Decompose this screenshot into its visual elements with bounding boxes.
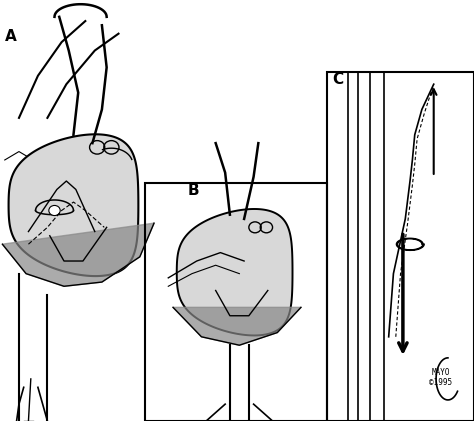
- Text: MAYO
©1995: MAYO ©1995: [429, 368, 452, 387]
- Polygon shape: [9, 134, 138, 276]
- Polygon shape: [2, 223, 154, 286]
- Circle shape: [49, 205, 60, 216]
- Text: A: A: [5, 29, 17, 45]
- Text: C: C: [332, 72, 343, 87]
- Polygon shape: [177, 209, 292, 336]
- Polygon shape: [173, 307, 301, 345]
- Text: B: B: [187, 183, 199, 198]
